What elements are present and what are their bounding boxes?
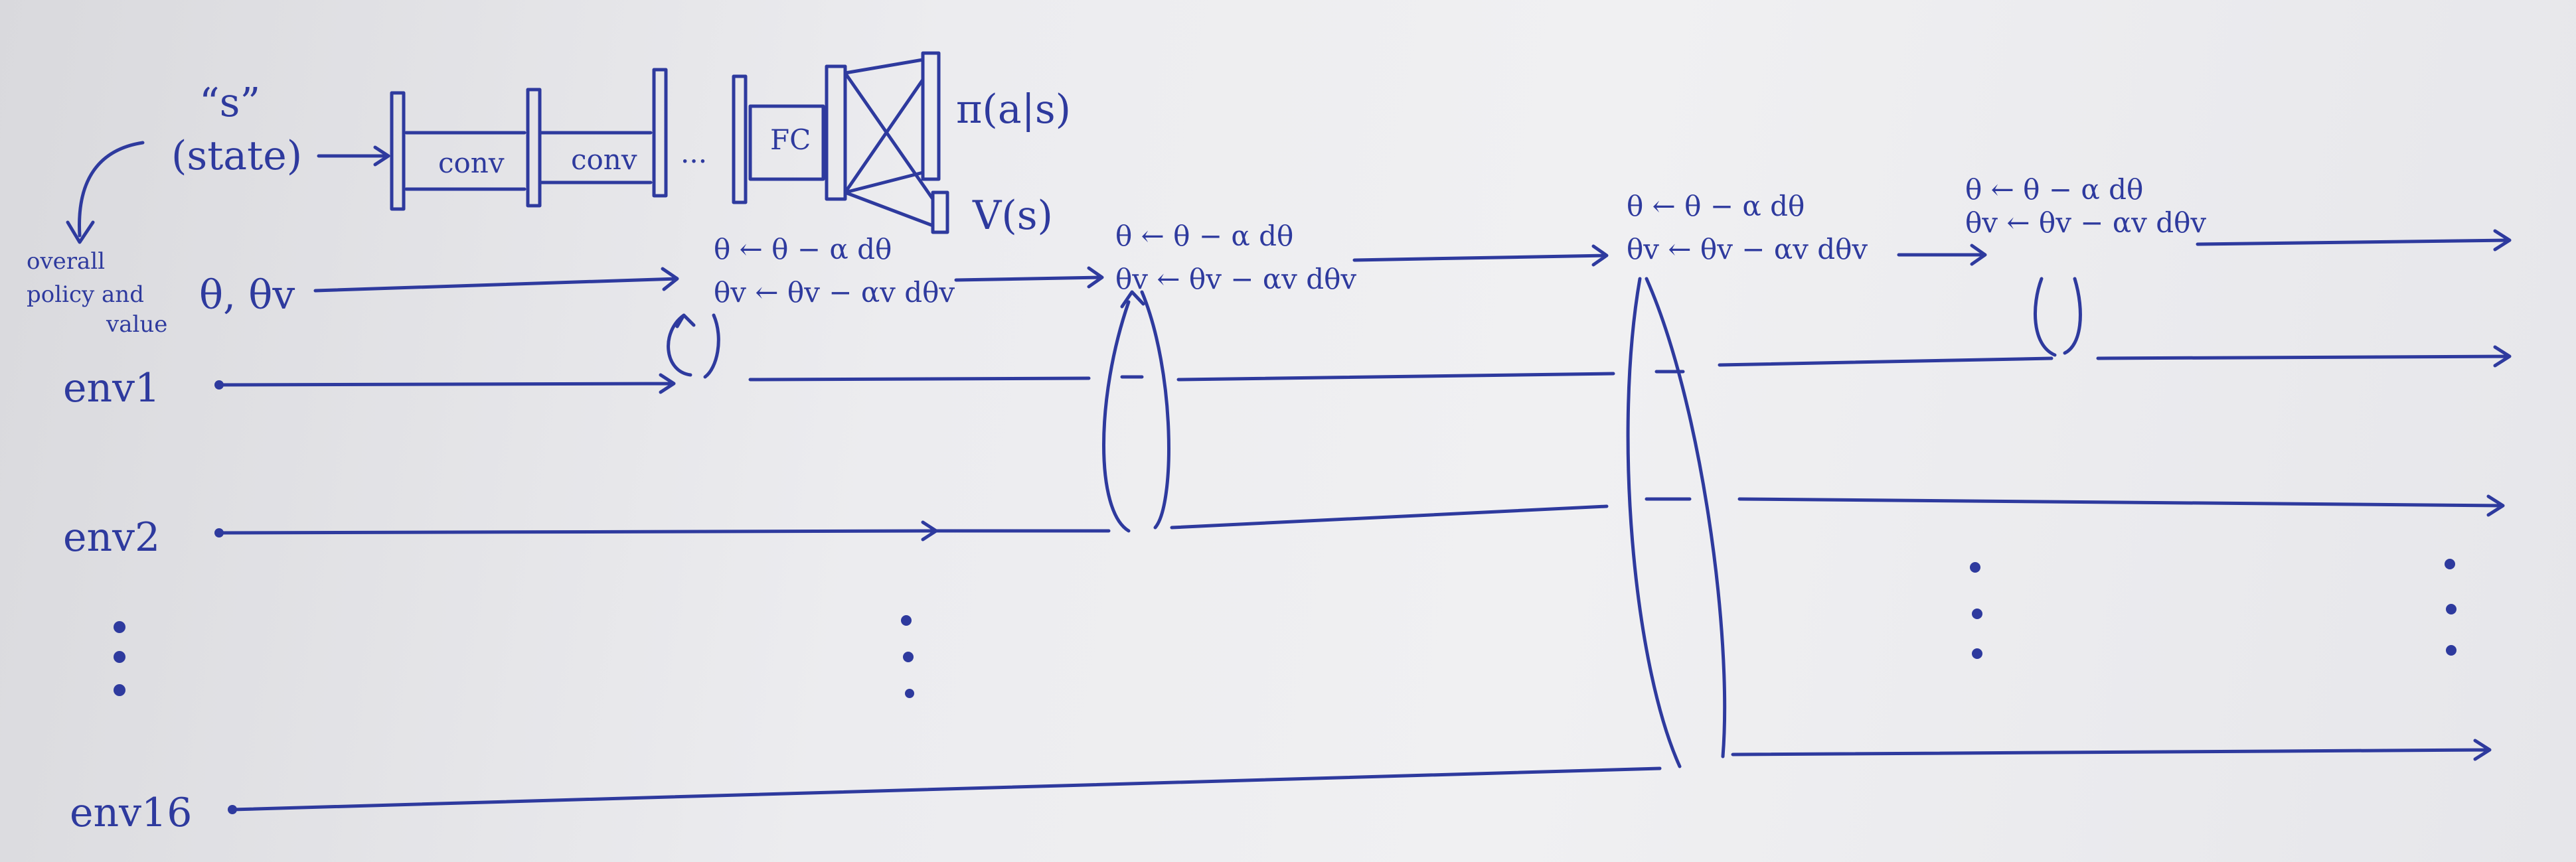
update-3-policy: θ ← θ − α dθ	[1627, 190, 1805, 222]
env2-segment-4	[1737, 494, 2505, 517]
env-dots-mid-2	[903, 652, 914, 662]
value-output-label: V(s)	[972, 192, 1053, 239]
update-1-policy: θ ← θ − α dθ	[714, 233, 892, 265]
layer-slab-2	[526, 88, 542, 208]
env1-segment-3	[1176, 372, 1615, 382]
sync-ellipse-env1-env2	[1102, 290, 1170, 533]
env-dots-left-2	[114, 651, 125, 663]
sync-loops	[667, 277, 2082, 768]
input-label: (state)	[171, 133, 302, 179]
env-dots-mid-1	[901, 615, 912, 626]
env2-segment-1	[217, 520, 938, 541]
input-quote: “s”	[199, 80, 260, 126]
fc-box	[748, 104, 825, 181]
params-arrow-1	[313, 267, 679, 293]
env-dots-left-3	[114, 684, 125, 696]
params-label-line1: overall	[27, 248, 105, 275]
env1-segment-5	[2096, 345, 2512, 368]
params-label-line3: value	[106, 311, 167, 338]
network-architecture: “s” (state) conv conv ... FC π(a|s) V(s)	[171, 51, 1071, 239]
update-4-value: θv ← θv − αv dθv	[1965, 206, 2206, 239]
env-dots-far-2	[2446, 604, 2456, 614]
env1-sync-loop-2	[2034, 277, 2082, 357]
env1-sync-loop-1	[667, 313, 720, 379]
layer-slab-5	[825, 64, 847, 201]
env-dots-right-2	[1972, 609, 1982, 619]
params-arrow-4	[1897, 244, 1987, 266]
conv1-label: conv	[438, 147, 505, 179]
env-dots-far-1	[2445, 559, 2455, 569]
sync-ellipse-env1-env16	[1626, 277, 1727, 768]
env16-label: env16	[70, 790, 192, 836]
state-to-params-arrow	[66, 141, 145, 244]
policy-output-label: π(a|s)	[956, 86, 1071, 133]
value-head-slab	[931, 190, 949, 234]
ellipse-crossbars-2	[1645, 370, 1692, 501]
layer-slab-4	[732, 74, 748, 204]
vertical-ellipses	[114, 559, 2456, 698]
update-3-value: θv ← θv − αv dθv	[1627, 233, 1868, 265]
params-symbols: θ, θv	[199, 272, 295, 319]
ellipsis-label: ...	[681, 137, 707, 169]
update-1-value: θv ← θv − αv dθv	[714, 276, 955, 309]
env-dots-left-1	[114, 621, 125, 633]
params-arrow-3	[1352, 244, 1609, 267]
update-2-policy: θ ← θ − α dθ	[1115, 220, 1293, 252]
conv1-box	[404, 131, 526, 191]
update-2: θ ← θ − α dθ θv ← θv − αv dθv	[1115, 220, 1356, 295]
conv2-box	[539, 131, 653, 184]
env-dots-far-3	[2446, 645, 2456, 656]
update-4-policy: θ ← θ − α dθ	[1965, 173, 2143, 206]
env-dots-mid-3	[905, 689, 914, 698]
env-timelines: env1 env2 env16	[63, 345, 2512, 836]
layer-slab-3	[652, 68, 668, 198]
update-1: θ ← θ − α dθ θv ← θv − αv dθv	[714, 233, 955, 309]
env1-segment-4	[1718, 356, 2053, 367]
fc-label: FC	[770, 123, 811, 156]
params-arrow-5	[2196, 229, 2512, 251]
env1-label: env1	[63, 365, 160, 411]
conv2-label: conv	[571, 143, 637, 176]
update-4: θ ← θ − α dθ θv ← θv − αv dθv	[1965, 173, 2206, 239]
layer-slab-1	[390, 91, 406, 211]
params-arrow-2	[954, 266, 1104, 289]
env2-label: env2	[63, 514, 160, 561]
global-parameters: overall policy and value θ, θv	[27, 141, 2512, 338]
env16-segment-2	[1731, 739, 2492, 761]
state-arrow	[317, 145, 390, 167]
update-3: θ ← θ − α dθ θv ← θv − αv dθv	[1627, 190, 1868, 265]
policy-head-slab	[921, 51, 941, 181]
env1-segment-1	[217, 373, 676, 394]
head-connections	[843, 58, 935, 228]
params-label-line2: policy and	[27, 281, 144, 308]
update-2-value: θv ← θv − αv dθv	[1115, 263, 1356, 295]
env16-segment-1	[230, 766, 1662, 812]
env1-segment-2	[748, 376, 1091, 382]
env-dots-right-3	[1972, 648, 1982, 659]
env2-segment-3	[1170, 504, 1609, 530]
env-dots-right-1	[1970, 562, 1980, 573]
